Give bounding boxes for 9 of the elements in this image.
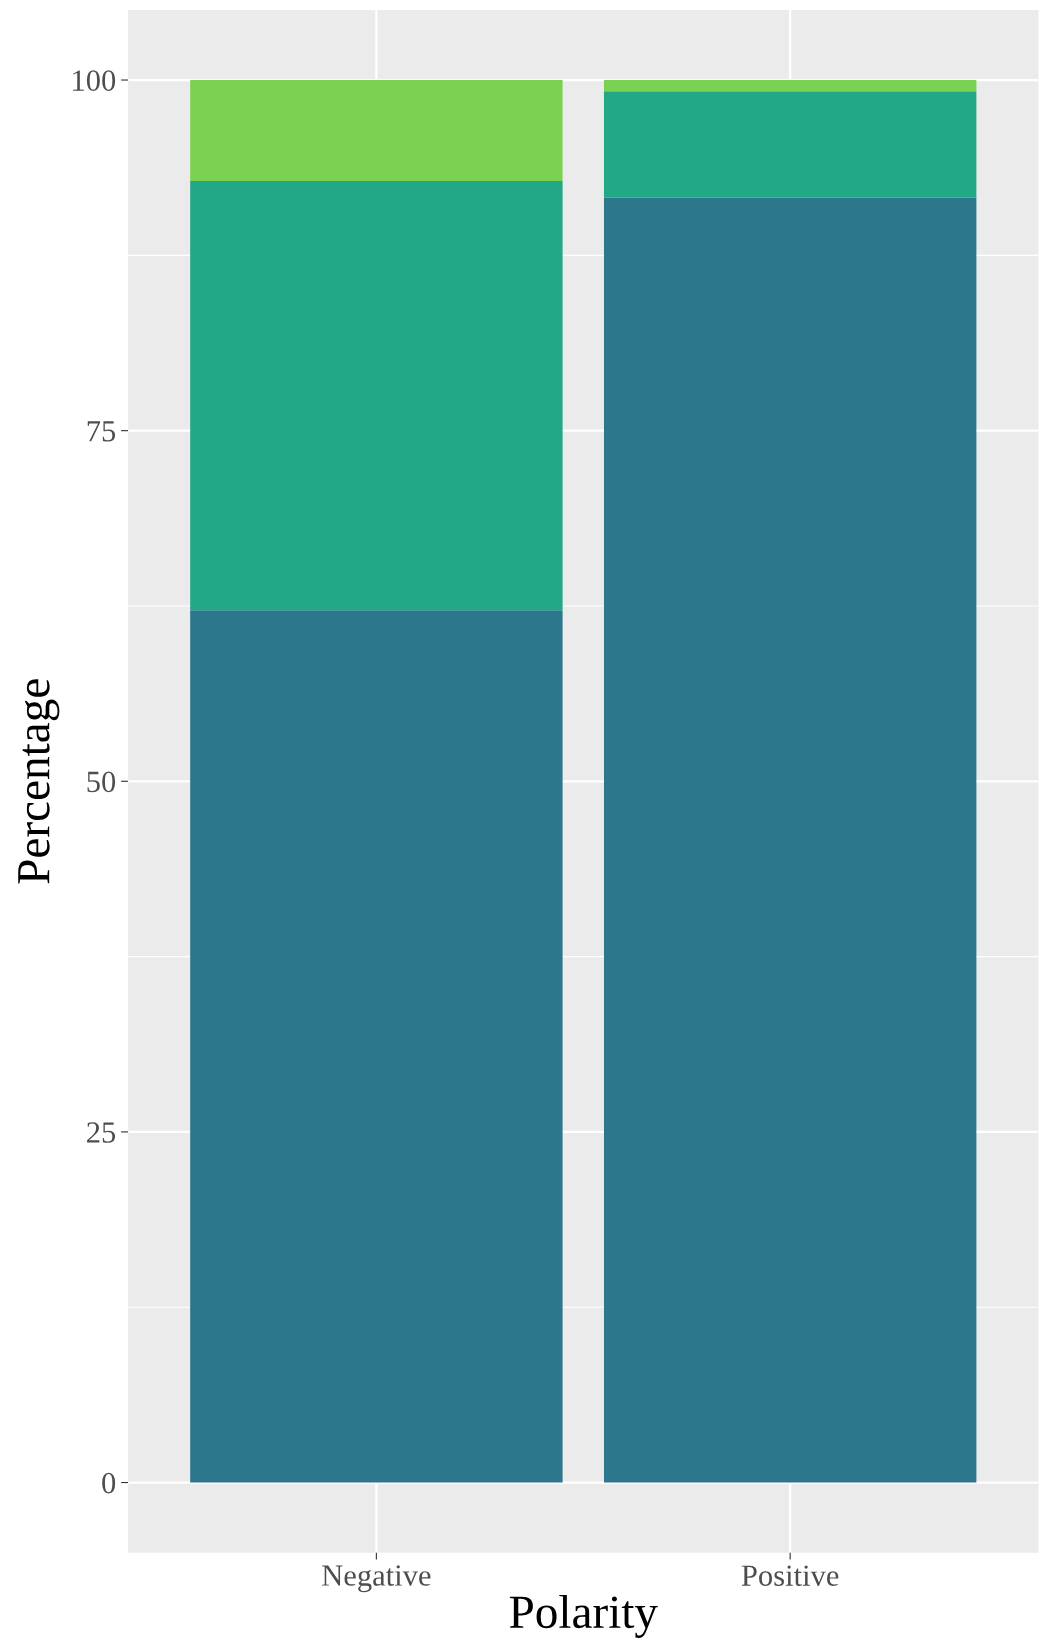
x-tick-label: Positive [741,1565,839,1586]
y-tick-label: 25 [87,1122,116,1143]
y-tick-label: 0 [102,1472,116,1494]
y-axis-title: Percentage [18,679,60,884]
x-tick-label: Negative [322,1565,431,1593]
x-axis-title: Polarity [509,1594,658,1638]
y-tick-label: 75 [87,421,116,442]
y-tick-label: 50 [87,771,116,793]
y-tick-label: 100 [73,70,116,91]
